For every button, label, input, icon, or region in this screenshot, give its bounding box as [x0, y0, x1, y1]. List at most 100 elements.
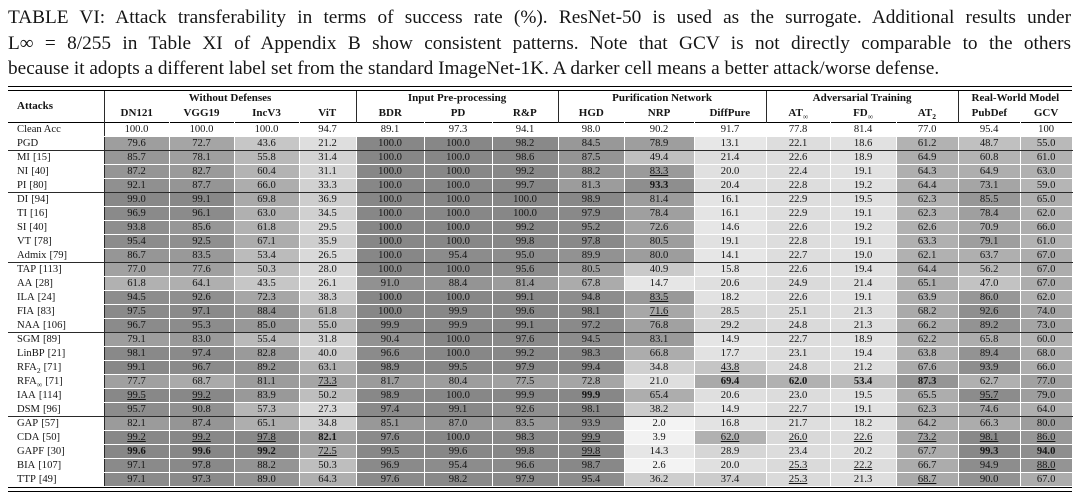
value-cell: 96.9 [103, 206, 170, 221]
value-cell: 19.1 [830, 206, 897, 221]
value-cell: 16.1 [694, 206, 767, 221]
attack-name: RFA [17, 361, 37, 373]
value-cell: 99.8 [492, 444, 559, 459]
value-cell: 83.5 [492, 416, 559, 431]
value-cell: 19.1 [830, 290, 897, 305]
attack-citation: [71] [43, 361, 62, 373]
attack-name: TAP [17, 263, 37, 275]
value-cell: 83.9 [234, 388, 300, 403]
value-cell: 98.3 [492, 430, 559, 445]
value-cell: 84.5 [557, 136, 625, 151]
value-cell: 31.1 [299, 164, 357, 179]
value-cell: 21.2 [299, 136, 357, 151]
value-cell: 98.1 [557, 304, 625, 319]
value-cell: 88.2 [557, 164, 625, 179]
value-cell: 61.8 [299, 304, 357, 319]
value-cell: 21.7 [765, 416, 831, 431]
attack-citation: [40] [29, 221, 48, 233]
attack-label: LinBP [21] [8, 346, 104, 361]
value-cell: 100.0 [355, 290, 425, 305]
value-cell: 22.6 [765, 220, 831, 235]
group-header-purification-network: Purification Network [557, 90, 767, 106]
attack-label: SGM [89] [8, 332, 104, 347]
value-cell: 72.3 [234, 290, 300, 305]
value-cell: 99.1 [492, 290, 559, 305]
value-cell: 22.6 [765, 262, 831, 277]
value-cell: 97.4 [169, 346, 235, 361]
attack-label: MI [15] [8, 150, 104, 165]
value-cell: 63.0 [1020, 164, 1073, 179]
value-cell: 81.4 [492, 276, 559, 291]
value-cell: 65.1 [234, 416, 300, 431]
value-cell: 77.8 [765, 122, 831, 137]
value-cell: 62.3 [896, 402, 959, 417]
value-cell: 33.3 [299, 178, 357, 193]
column-header-at2: AT2 [896, 106, 958, 123]
value-cell: 59.0 [1020, 178, 1073, 193]
attack-label: NAA [106] [8, 318, 104, 333]
value-cell: 88.4 [424, 276, 493, 291]
column-header-incv3: IncV3 [234, 106, 299, 123]
value-cell: 28.9 [694, 444, 767, 459]
column-label-subscript: 2 [932, 112, 936, 122]
group-header-real-world-model: Real-World Model [957, 90, 1073, 106]
value-cell: 23.0 [765, 388, 831, 403]
value-cell: 73.1 [957, 178, 1021, 193]
value-cell: 81.1 [234, 374, 300, 389]
table-row-ttp: TTP [49] 97.1 97.3 89.0 64.3 97.6 98.2 97.9 95.4 3… [8, 472, 1073, 487]
value-cell: 65.5 [896, 388, 959, 403]
value-cell: 98.0 [557, 122, 625, 137]
value-cell: 100.0 [424, 346, 493, 361]
value-cell: 21.2 [830, 360, 897, 375]
value-cell: 19.4 [830, 346, 897, 361]
table-row-mi: MI [15] 85.7 78.1 55.8 31.4 100.0 100.0 98.6 87.5… [8, 150, 1073, 165]
value-cell: 99.2 [492, 220, 559, 235]
value-cell: 86.0 [1020, 430, 1073, 445]
value-cell: 55.0 [1020, 136, 1073, 151]
attack-citation: [40] [31, 165, 49, 177]
column-header-vit: ViT [299, 106, 356, 123]
value-cell: 77.7 [103, 374, 170, 389]
value-cell: 64.3 [299, 472, 357, 487]
value-cell: 100.0 [424, 192, 493, 207]
value-cell: 62.0 [1020, 206, 1073, 221]
value-cell: 87.5 [557, 150, 625, 165]
value-cell: 23.4 [765, 444, 831, 459]
value-cell: 49.4 [624, 150, 695, 165]
attack-citation: [80] [29, 179, 48, 191]
value-cell: 93.9 [957, 360, 1021, 375]
value-cell: 67.0 [1020, 472, 1073, 487]
value-cell: 21.4 [694, 150, 767, 165]
value-cell: 80.0 [624, 248, 695, 263]
value-cell: 63.7 [957, 248, 1021, 263]
attack-citation: [30] [47, 445, 65, 457]
value-cell: 97.6 [355, 472, 425, 487]
value-cell: 99.2 [234, 444, 300, 459]
value-cell: 95.4 [103, 234, 170, 249]
value-cell: 99.2 [492, 346, 559, 361]
attack-name: ILA [17, 291, 35, 303]
table-row-si: SI [40] 93.8 85.6 61.8 29.5 100.0 100.0 99.2 95.2… [8, 220, 1073, 235]
value-cell: 16.8 [694, 416, 767, 431]
value-cell: 97.4 [355, 402, 425, 417]
attack-label: Admix [79] [8, 248, 104, 263]
value-cell: 100.0 [492, 192, 559, 207]
value-cell: 14.9 [694, 402, 767, 417]
table-row-pi: PI [80] 92.1 87.7 66.0 33.3 100.0 100.0 99.7 81.3… [8, 178, 1073, 193]
value-cell: 22.1 [765, 136, 831, 151]
value-cell: 100.0 [355, 206, 425, 221]
value-cell: 100.0 [424, 206, 493, 221]
value-cell: 83.5 [169, 248, 235, 263]
value-cell: 88.4 [234, 304, 300, 319]
value-cell: 55.4 [234, 332, 300, 347]
value-cell: 96.9 [355, 458, 425, 473]
value-cell: 77.0 [896, 122, 959, 137]
column-label: BDR [378, 107, 402, 120]
value-cell: 97.9 [492, 360, 559, 375]
value-cell: 20.0 [694, 164, 767, 179]
value-cell: 98.3 [557, 346, 625, 361]
table-row-ti: TI [16] 96.9 96.1 63.0 34.5 100.0 100.0 100.0 97.… [8, 206, 1073, 221]
attack-label: SI [40] [8, 220, 104, 235]
value-cell: 94.5 [103, 290, 170, 305]
attack-citation: [83] [37, 305, 55, 317]
